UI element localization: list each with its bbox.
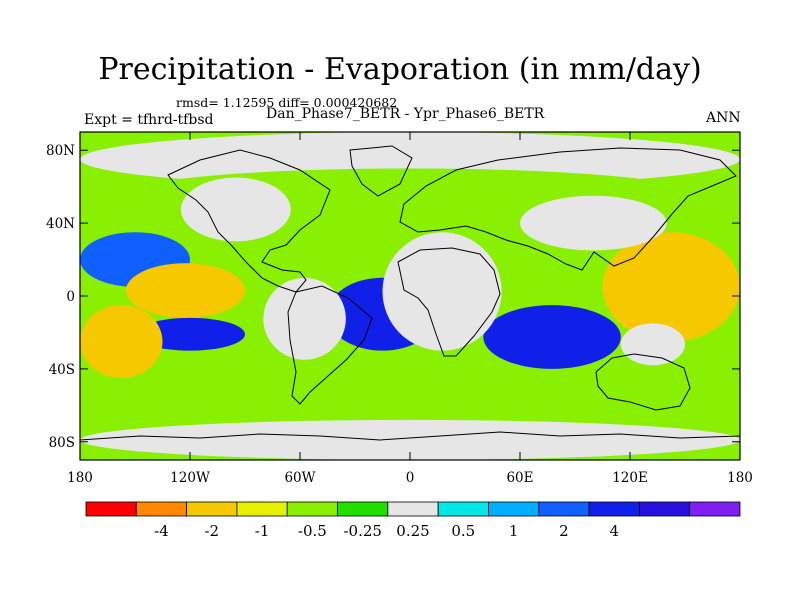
coast-africa	[397, 247, 501, 357]
experiment-label: Expt = tfhrd-tfbsd	[84, 112, 214, 128]
coast-north-america	[167, 149, 331, 293]
coast-australia	[595, 353, 691, 411]
coast-south-america	[287, 285, 373, 405]
colorbar-label: -4	[154, 522, 169, 540]
colorbar-swatch	[236, 501, 288, 517]
lat-tick-label: 80N	[46, 143, 75, 159]
lon-tick-label: 0	[406, 470, 415, 486]
lon-tick-label: 180	[67, 470, 93, 486]
region-asia-gray	[520, 195, 667, 251]
region-s-america-gray	[263, 277, 346, 360]
region-s-pac-blue	[135, 317, 245, 351]
lon-tick-label: 120E	[612, 470, 648, 486]
region-n-america-gray	[180, 177, 291, 242]
colorbar-swatch	[387, 501, 439, 517]
colorbar-swatch	[538, 501, 590, 517]
colorbar-label: -0.5	[298, 522, 327, 540]
colorbar-label: 4	[609, 522, 619, 540]
lat-tick-label: 40N	[46, 216, 75, 232]
colorbar-swatch	[689, 501, 741, 517]
lon-tick-label: 180	[727, 470, 753, 486]
colorbar-swatch	[437, 501, 489, 517]
region-antarctic-gray	[80, 419, 740, 460]
colorbar-swatch	[186, 501, 238, 517]
lat-tick-label: 40S	[49, 362, 75, 378]
colorbar-label: -1	[255, 522, 270, 540]
colorbar-label: 2	[559, 522, 569, 540]
colorbar-swatch	[588, 501, 640, 517]
lon-tick-label: 60E	[506, 470, 533, 486]
colorbar-label: -2	[204, 522, 219, 540]
lon-tick-label: 60W	[284, 470, 315, 486]
lat-tick-label: 0	[66, 289, 75, 305]
colorbar-swatch	[638, 501, 691, 517]
season-label: ANN	[706, 110, 741, 126]
region-australia-gray	[620, 323, 686, 366]
colorbar-swatch	[337, 501, 389, 517]
colorbar-label: 1	[509, 522, 519, 540]
colorbar: -4 -2 -1 -0.5 -0.25 0.25 0.5 1 2 4	[85, 501, 741, 540]
coastlines	[80, 145, 740, 441]
colorbar-swatch	[135, 501, 188, 517]
lon-tick-label: 120W	[170, 470, 210, 486]
colorbar-swatch	[85, 501, 137, 517]
colorbar-label: 0.25	[396, 522, 429, 540]
region-arctic-gray	[80, 132, 740, 187]
colorbar-label: -0.25	[343, 522, 381, 540]
region-w-pac-yellow	[602, 232, 740, 342]
precip-field	[80, 132, 740, 460]
coast-antarctica	[80, 431, 740, 441]
region-e-pac-yellow	[125, 263, 245, 318]
region-africa-gray	[382, 232, 502, 351]
colorbar-label: 0.5	[451, 522, 475, 540]
colorbar-swatch	[286, 501, 338, 517]
coast-eurasia	[399, 147, 737, 271]
axis-ticks	[79, 132, 741, 460]
axis-tick-labels: 80N 40N 0 40S 80S 180 120W 60W 0 60E 120E 180	[46, 143, 753, 486]
region-s-ocean-green	[80, 378, 740, 415]
figure-title: Precipitation - Evaporation (in mm/day)	[98, 52, 702, 87]
region-indian-blue	[483, 305, 621, 369]
region-s-pac-yellow	[80, 305, 163, 378]
coast-greenland	[349, 145, 413, 197]
subtitle: Dan_Phase7_BETR - Ypr_Phase6_BETR	[266, 106, 545, 122]
lat-tick-label: 80S	[49, 435, 75, 451]
colorbar-swatch	[488, 501, 540, 517]
stats-text: rmsd= 1.12595 diff= 0.000420682	[176, 95, 398, 110]
